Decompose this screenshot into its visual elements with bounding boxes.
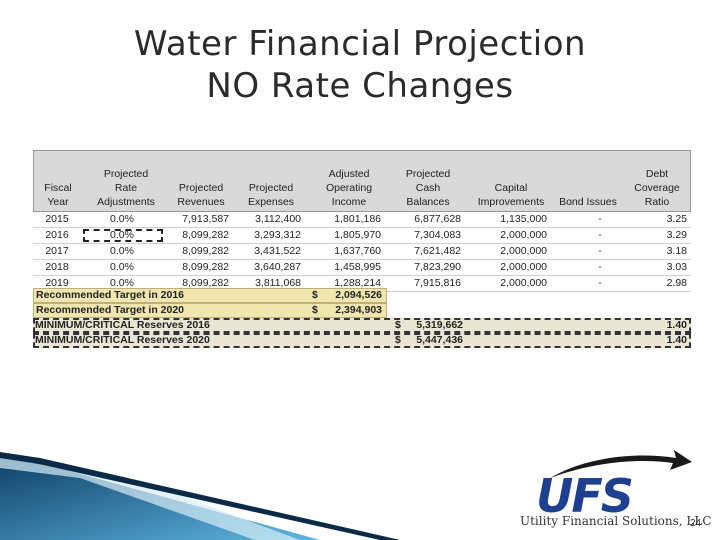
header-cash-balances: Projected Cash Balances xyxy=(405,168,451,208)
header-rate-adjustments: Projected Rate Adjustments xyxy=(97,168,155,208)
page-subtitle: NO Rate Changes xyxy=(206,66,514,106)
financial-table: Fiscal Year Projected Rate Adjustments Proj… xyxy=(33,150,691,348)
reserve-row-2016: MINIMUM/CRITICAL Reserves 2016 $ 5,319,6… xyxy=(33,318,691,333)
header-bond-issues: Bond Issues xyxy=(559,196,617,208)
header-coverage-ratio: Debt Coverage Ratio xyxy=(634,168,680,208)
selected-cell-highlight xyxy=(83,229,163,242)
header-expenses: Projected Expenses xyxy=(247,182,295,208)
ufs-logo: UFS Utility Financial Solutions, LLC xyxy=(520,448,720,540)
header-operating-income: Adjusted Operating Income xyxy=(325,168,373,208)
table-row: 2018 0.0% 8,099,282 3,640,287 1,458,995 … xyxy=(33,260,691,276)
table-row: 2016 0.0% 8,099,282 3,293,312 1,805,970 … xyxy=(33,228,691,244)
table-row: 2019 0.0% 8,099,282 3,811,068 1,288,214 … xyxy=(33,276,691,292)
table-row: 2015 0.0% 7,913,587 3,112,400 1,801,186 … xyxy=(33,212,691,228)
logo-ufs-text: UFS xyxy=(536,469,634,523)
target-row-2020: Recommended Target in 2020 $ 2,394,903 xyxy=(33,303,387,318)
arrow-swoosh-icon xyxy=(550,450,692,478)
table-header: Fiscal Year Projected Rate Adjustments Proj… xyxy=(33,150,691,212)
page-number: 24 xyxy=(690,518,702,529)
header-fiscal-year: Fiscal Year xyxy=(44,182,72,208)
reserve-row-2020: MINIMUM/CRITICAL Reserves 2020 $ 5,447,4… xyxy=(33,333,691,348)
header-capital-improvements: Capital Improvements xyxy=(477,182,545,208)
decorative-swoosh xyxy=(0,452,400,540)
header-revenues: Projected Revenues xyxy=(177,182,225,208)
company-name: Utility Financial Solutions, LLC xyxy=(520,514,712,528)
target-row-2016: Recommended Target in 2016 $ 2,094,526 xyxy=(33,288,387,303)
page-title: Water Financial Projection xyxy=(133,24,587,64)
table-row: 2017 0.0% 8,099,282 3,431,522 1,637,760 … xyxy=(33,244,691,260)
